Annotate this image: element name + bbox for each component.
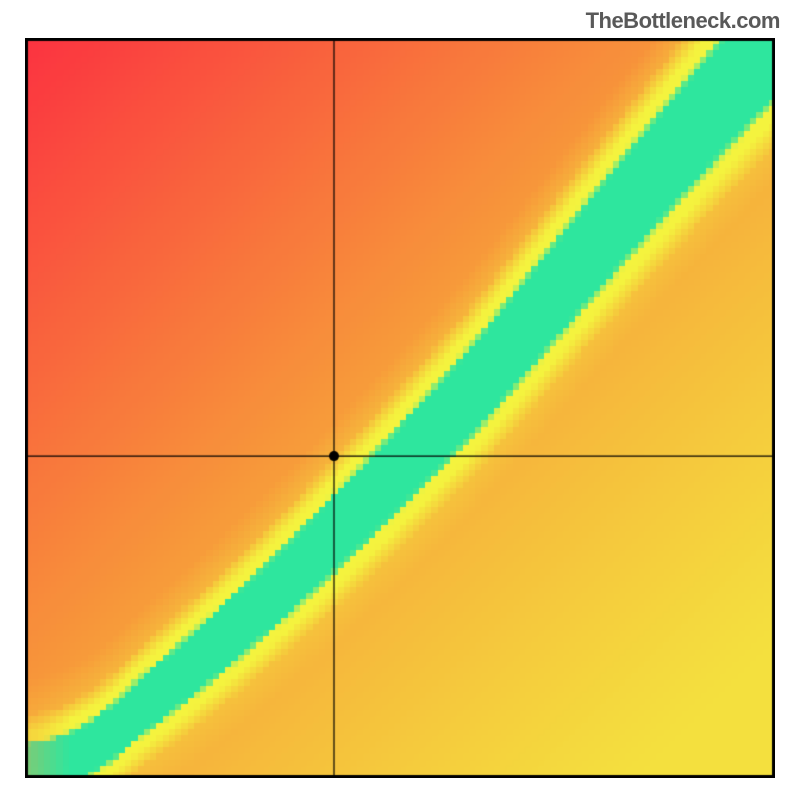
overlay-canvas	[25, 38, 775, 778]
plot-area	[25, 38, 775, 778]
watermark-text: TheBottleneck.com	[586, 8, 780, 34]
